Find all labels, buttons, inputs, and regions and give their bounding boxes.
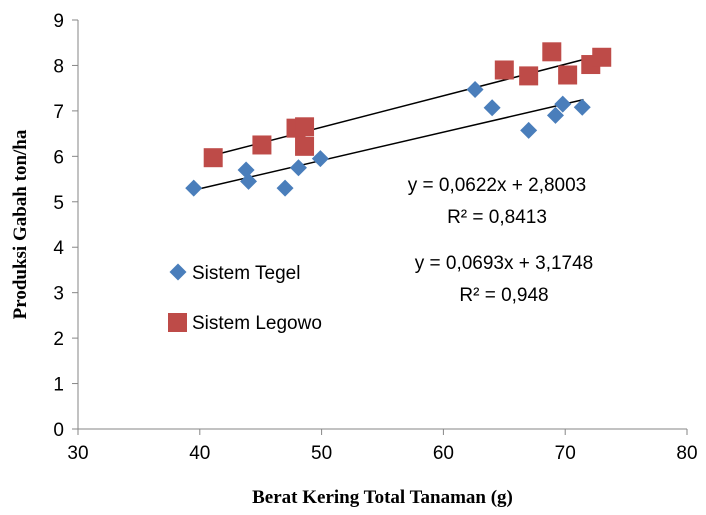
data-point-legowo xyxy=(252,135,272,155)
x-tick-label: 80 xyxy=(676,443,697,464)
trendline-tegel xyxy=(193,98,584,191)
data-point-legowo xyxy=(295,136,315,156)
data-point-tegel xyxy=(573,98,591,116)
data-point-legowo xyxy=(558,65,578,85)
data-points xyxy=(185,42,612,197)
legend-marker-legowo xyxy=(168,313,187,332)
x-tick-label: 30 xyxy=(67,443,88,464)
data-point-tegel xyxy=(520,121,538,139)
y-tick-label: 0 xyxy=(53,420,64,441)
data-point-tegel xyxy=(237,161,255,179)
data-point-legowo xyxy=(519,66,539,86)
data-point-tegel xyxy=(311,150,329,168)
y-tick-label: 3 xyxy=(53,284,64,305)
legend-marker-tegel xyxy=(169,263,187,281)
r-squared-tegel: R² = 0,8413 xyxy=(447,207,547,228)
data-point-tegel xyxy=(483,99,501,117)
x-tick-label: 60 xyxy=(433,443,454,464)
equation-tegel: y = 0,0622x + 2,8003 xyxy=(408,175,587,196)
y-tick-label: 8 xyxy=(53,56,64,77)
x-tick-label: 40 xyxy=(189,443,210,464)
data-point-legowo xyxy=(494,60,514,80)
y-tick-label: 6 xyxy=(53,147,64,168)
y-tick-label: 7 xyxy=(53,102,64,123)
y-axis-title: Produksi Gabah ton/ha xyxy=(10,129,31,319)
data-point-legowo xyxy=(295,117,315,137)
x-tick-label: 50 xyxy=(311,443,332,464)
legend: Sistem Tegel Sistem Legowo xyxy=(168,263,322,334)
y-axis-ticks: 0 1 2 3 4 5 6 7 8 9 xyxy=(53,11,78,441)
legend-label-legowo: Sistem Legowo xyxy=(192,313,322,334)
y-tick-label: 2 xyxy=(53,329,64,350)
y-tick-label: 4 xyxy=(53,238,64,259)
x-axis-ticks: 30 40 50 60 70 80 xyxy=(67,429,698,464)
x-tick-label: 70 xyxy=(555,443,576,464)
data-point-tegel xyxy=(185,179,203,197)
data-point-legowo xyxy=(542,42,562,62)
legend-label-tegel: Sistem Tegel xyxy=(192,263,300,284)
data-point-legowo xyxy=(592,47,612,67)
data-point-tegel xyxy=(289,159,307,177)
data-point-tegel xyxy=(276,179,294,197)
r-squared-legowo: R² = 0,948 xyxy=(459,285,548,306)
equation-legowo: y = 0,0693x + 3,1748 xyxy=(415,253,594,274)
y-tick-label: 5 xyxy=(53,193,64,214)
data-point-legowo xyxy=(203,148,223,168)
x-axis-title: Berat Kering Total Tanaman (g) xyxy=(252,487,513,508)
data-point-tegel xyxy=(546,106,564,124)
y-tick-label: 9 xyxy=(53,11,64,32)
data-point-tegel xyxy=(554,95,572,113)
data-point-tegel xyxy=(240,172,258,190)
axes xyxy=(77,20,687,430)
y-tick-label: 1 xyxy=(53,375,64,396)
data-point-tegel xyxy=(466,81,484,99)
